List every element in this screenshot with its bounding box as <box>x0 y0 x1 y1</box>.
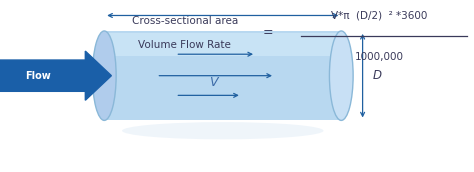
Bar <box>104 33 341 56</box>
Ellipse shape <box>329 31 353 120</box>
Ellipse shape <box>122 122 323 139</box>
Text: D: D <box>373 69 382 82</box>
Bar <box>104 31 341 120</box>
Text: V*π  (D/2)  ² *3600: V*π (D/2) ² *3600 <box>331 10 428 20</box>
Text: =: = <box>263 26 273 39</box>
Text: Flow: Flow <box>25 71 51 81</box>
Text: 1000,000: 1000,000 <box>355 52 404 62</box>
FancyArrow shape <box>0 51 111 100</box>
Text: V: V <box>209 76 218 89</box>
Text: Cross-sectional area: Cross-sectional area <box>132 16 238 26</box>
Ellipse shape <box>92 31 116 120</box>
Text: Volume Flow Rate: Volume Flow Rate <box>138 40 231 50</box>
